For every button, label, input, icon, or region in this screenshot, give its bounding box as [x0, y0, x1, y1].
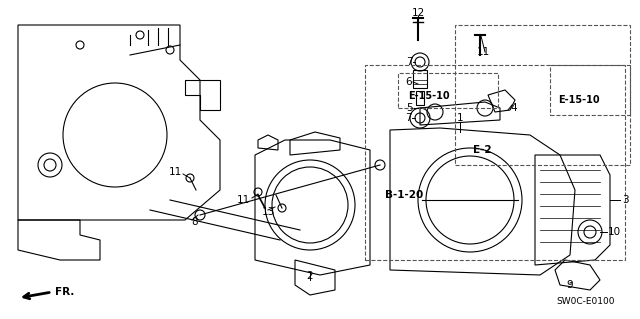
Bar — [550, 65, 630, 115]
Bar — [398, 73, 498, 108]
Text: 3: 3 — [622, 195, 628, 205]
Text: 11: 11 — [237, 195, 250, 205]
Text: 2: 2 — [307, 271, 314, 281]
Text: 1: 1 — [457, 113, 463, 123]
Text: 9: 9 — [566, 280, 573, 290]
Text: 7: 7 — [406, 57, 413, 67]
Text: 13: 13 — [261, 207, 275, 217]
Text: 12: 12 — [412, 8, 424, 18]
Text: 11: 11 — [169, 167, 182, 177]
Bar — [365, 65, 625, 260]
Text: E-15-10: E-15-10 — [408, 91, 450, 101]
Bar — [416, 91, 424, 105]
Text: 4: 4 — [510, 103, 516, 113]
Bar — [413, 70, 427, 88]
Text: 6: 6 — [405, 77, 412, 87]
Text: E-2: E-2 — [473, 145, 492, 155]
Text: E-15-10: E-15-10 — [558, 95, 600, 105]
Bar — [455, 25, 630, 165]
Text: 7: 7 — [405, 113, 412, 123]
Text: B-1-20: B-1-20 — [385, 190, 423, 200]
Text: 10: 10 — [608, 227, 621, 237]
Text: FR.: FR. — [55, 287, 74, 297]
Text: 8: 8 — [192, 217, 198, 227]
Text: 11: 11 — [476, 47, 490, 57]
Text: 5: 5 — [406, 103, 413, 113]
Text: SW0C-E0100: SW0C-E0100 — [556, 297, 614, 306]
